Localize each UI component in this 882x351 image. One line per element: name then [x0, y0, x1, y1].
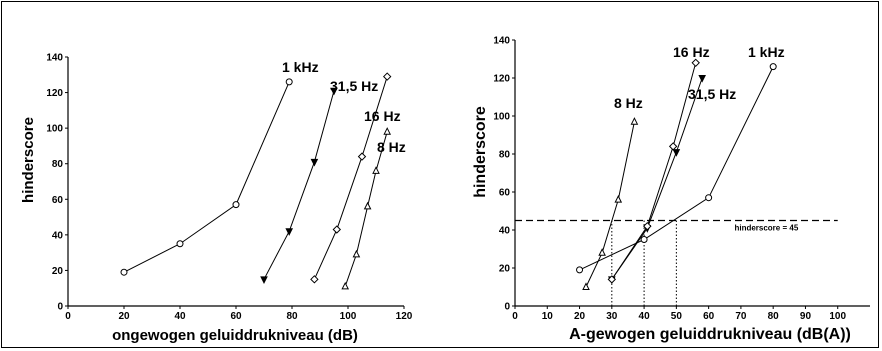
- chart2-y-tick-label: 0: [504, 302, 510, 313]
- chart2-series-8-hz-point: [614, 194, 623, 203]
- chart1-series-1-khz-point: [285, 78, 293, 86]
- chart2-series-8-hz-line: [585, 121, 635, 288]
- chart1-series-8-hz-point: [372, 166, 380, 174]
- chart1-series-1-khz-point: [176, 240, 184, 248]
- chart2-y-axis-label: hinderscore: [472, 106, 489, 198]
- chart1-x-tick-label: 100: [340, 311, 357, 322]
- chart1-x-tick-label: 20: [118, 311, 130, 322]
- chart1-series-8-hz-point: [341, 281, 350, 290]
- chart1-series-8-hz-point: [352, 249, 361, 258]
- chart1-series-31-5-hz-point: [285, 228, 294, 236]
- chart2-series-16-hz-point: [643, 221, 652, 231]
- chart1-x-tick-label: 80: [286, 311, 298, 322]
- chart2-x-tick-label: 100: [829, 311, 846, 322]
- chart1-series-16-hz-point: [310, 275, 319, 284]
- chart1-series-8-hz-point: [383, 127, 392, 135]
- chart1-x-tick-label: 60: [230, 311, 242, 322]
- chart2-x-tick-label: 0: [512, 311, 518, 322]
- chart1-series-16-hz-point: [332, 225, 342, 234]
- chart1-series-label-1-khz: 1 kHz: [282, 59, 319, 75]
- chart2-x-axis-label: A-gewogen geluiddrukniveau (dB(A)): [569, 326, 851, 343]
- chart2-threshold-label: hinderscore = 45: [734, 224, 798, 233]
- chart1-y-tick-label: 140: [46, 53, 63, 64]
- chart1-series-16-hz-point: [382, 72, 392, 81]
- chart2-series-16-hz-point: [691, 58, 700, 68]
- chart2-x-tick-label: 50: [671, 311, 683, 322]
- chart1-y-tick-label: 80: [52, 159, 64, 170]
- chart1-series-label-31-5-hz: 31,5 Hz: [330, 78, 378, 94]
- chart2-series-31-5-hz-point: [672, 149, 681, 157]
- chart2-series-8-hz-point: [598, 248, 606, 256]
- chart1-y-tick-label: 20: [52, 266, 64, 277]
- chart2-series-label-8-hz: 8 Hz: [614, 95, 643, 111]
- chart1-series-1-khz-point: [232, 201, 240, 209]
- chart2-x-tick-label: 20: [574, 311, 586, 322]
- chart2-x-tick-label: 60: [703, 311, 715, 322]
- chart2-series-16-hz-point: [668, 142, 678, 151]
- chart2-series-8-hz-point: [630, 117, 639, 125]
- chart2-y-tick-label: 40: [499, 226, 511, 237]
- chart1-y-tick-label: 0: [57, 302, 63, 313]
- chart2-series-1-khz-line: [579, 66, 774, 271]
- chart1-series-label-8-hz: 8 Hz: [377, 139, 406, 155]
- chart2-series-1-khz-point: [576, 266, 584, 274]
- chart2-series-label-16-hz: 16 Hz: [673, 44, 710, 60]
- chart2-x-tick-label: 90: [800, 311, 812, 322]
- chart2-series-1-khz-point: [769, 63, 777, 71]
- chart2-series-1-khz-point: [640, 236, 648, 243]
- chart1-series-31-5-hz-line: [263, 90, 335, 280]
- chart1-y-tick-label: 40: [52, 230, 64, 241]
- chart2-series-8-hz-point: [582, 282, 590, 290]
- chart2-series-31-5-hz-point: [698, 75, 706, 83]
- chart2-series-label-31-5-hz: 31,5 Hz: [688, 86, 736, 102]
- chart1-y-tick-label: 100: [46, 124, 63, 135]
- chart1-series-1-khz-line: [123, 81, 290, 273]
- chart2-x-tick-label: 80: [768, 311, 780, 322]
- chart2-x-tick-label: 10: [542, 311, 554, 322]
- chart2-y-tick-label: 20: [499, 264, 511, 275]
- chart2-x-tick-label: 70: [735, 311, 747, 322]
- chart1-x-tick-label: 120: [396, 311, 413, 322]
- chart1-x-axis-label: ongewogen geluiddrukniveau (dB): [112, 327, 358, 344]
- chart2-series-31-5-hz-line: [611, 77, 703, 280]
- chart2-y-tick-label: 60: [499, 188, 511, 199]
- chart2-series-16-hz-line: [611, 62, 697, 280]
- chart1-series-8-hz-point: [363, 201, 372, 210]
- chart1-x-tick-label: 40: [174, 311, 186, 322]
- chart2-y-tick-label: 80: [499, 150, 511, 161]
- chart1-series-16-hz-line: [313, 76, 388, 280]
- chart2-series-16-hz-point: [607, 275, 617, 284]
- chart1-series-31-5-hz-point: [330, 87, 338, 96]
- chart1-series-31-5-hz-point: [260, 276, 268, 284]
- chart1-x-tick-label: 0: [65, 311, 71, 322]
- chart2-y-tick-label: 100: [493, 112, 510, 123]
- chart1-y-axis-label: hinderscore: [20, 117, 37, 203]
- chart2-x-tick-label: 30: [606, 311, 618, 322]
- chart1-y-tick-label: 120: [46, 88, 63, 99]
- chart1-y-tick-label: 60: [52, 195, 64, 206]
- chart1-series-16-hz-point: [357, 152, 367, 161]
- chart2-y-tick-label: 120: [493, 74, 510, 85]
- chart2-series-1-khz-point: [705, 194, 713, 202]
- chart1-series-label-16-hz: 16 Hz: [364, 108, 401, 124]
- chart2-series-label-1-khz: 1 kHz: [748, 44, 785, 60]
- chart1-series-31-5-hz-point: [310, 158, 319, 167]
- chart2-x-tick-label: 40: [639, 311, 651, 322]
- chart2-y-tick-label: 140: [493, 36, 510, 47]
- chart1-series-1-khz-point: [120, 268, 128, 276]
